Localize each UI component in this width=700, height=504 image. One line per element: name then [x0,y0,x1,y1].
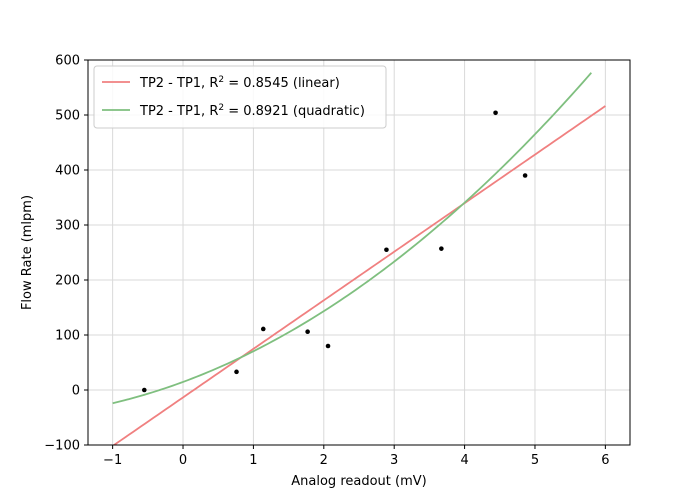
y-tick-label: 400 [55,164,80,179]
x-tick-label: 6 [601,453,609,468]
y-axis-label: Flow Rate (mlpm) [20,195,35,310]
plot-frame [87,59,631,446]
y-tick-label: 100 [55,329,80,344]
y-axis-ticks: −100 0 100 200 300 400 500 600 [44,54,88,454]
y-tick-label: 500 [55,109,80,124]
y-tick-label: 200 [55,274,80,289]
x-tick-label: 5 [531,453,539,468]
x-tick-label: 0 [179,453,187,468]
data-point [234,369,239,375]
x-tick-label: 1 [249,453,257,468]
y-tick-label: 300 [55,219,80,234]
legend-text-suffix: = 0.8545 (linear) [224,76,340,91]
legend-text-superscript: 2 [218,103,224,113]
y-tick-label: −100 [44,439,80,454]
x-axis-ticks: −1 0 1 2 3 4 5 6 [103,445,610,468]
x-tick-label: −1 [103,453,122,468]
legend-text-prefix: TP2 - TP1, R [139,76,218,91]
fit-lines [112,72,606,445]
data-point [142,387,147,393]
data-points [142,110,528,393]
data-point [325,343,331,349]
fit-line-quadratic [112,72,592,405]
x-axis-label: Analog readout (mV) [291,474,426,489]
fit-line-linear [112,105,606,445]
legend: TP2 - TP1, R2 = 0.8545 (linear)TP2 - TP1… [93,65,387,129]
y-tick-label: 600 [55,54,80,69]
x-tick-label: 4 [460,453,468,468]
legend-box [93,65,387,129]
y-tick-label: 0 [72,384,80,399]
legend-text-prefix: TP2 - TP1, R [139,104,218,119]
legend-entry-linear: TP2 - TP1, R2 = 0.8545 (linear) [139,75,340,91]
data-point [384,247,389,253]
data-point [522,173,528,178]
x-tick-label: 3 [390,453,398,468]
data-point [493,110,498,116]
data-point [439,246,444,251]
legend-text-suffix: = 0.8921 (quadratic) [224,104,365,119]
data-point [305,329,310,335]
x-tick-label: 2 [320,453,328,468]
legend-text-superscript: 2 [218,75,224,85]
legend-entry-quadratic: TP2 - TP1, R2 = 0.8921 (quadratic) [139,103,365,119]
data-point [260,326,266,332]
